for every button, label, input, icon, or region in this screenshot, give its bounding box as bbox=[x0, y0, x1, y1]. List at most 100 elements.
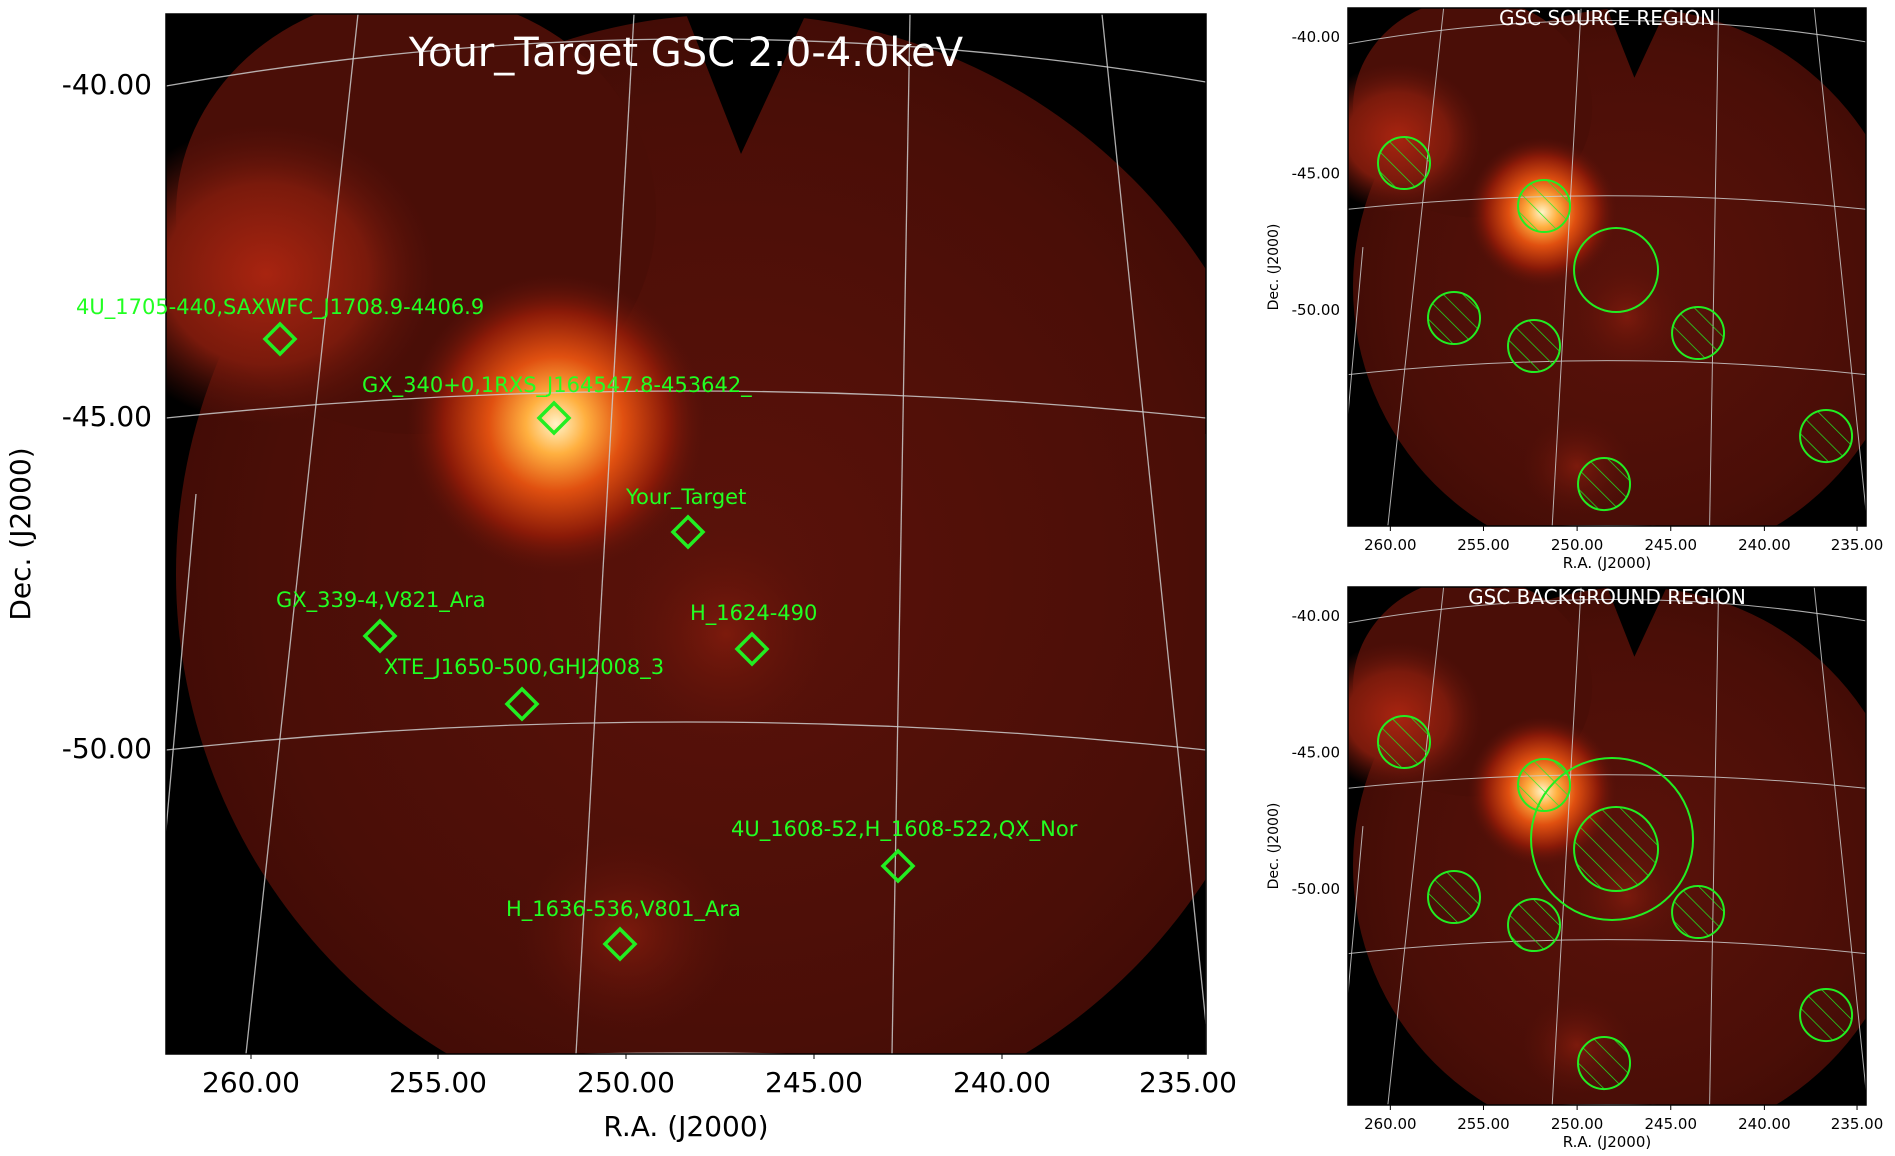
source-marker-diamond[interactable] bbox=[734, 631, 770, 667]
exclusion-region-circle[interactable] bbox=[1507, 898, 1562, 953]
plot-frame bbox=[1347, 586, 1867, 1106]
y-tick-label: -45.00 bbox=[62, 400, 152, 433]
declination-grid-line bbox=[1348, 774, 1866, 789]
x-tick-label: 235.00 bbox=[1139, 1066, 1237, 1099]
y-tick-label: -50.00 bbox=[1292, 880, 1340, 898]
y-tick-label: -50.00 bbox=[62, 732, 152, 765]
exclusion-region-circle[interactable] bbox=[1577, 1036, 1632, 1091]
source-marker-diamond[interactable] bbox=[536, 400, 572, 436]
source-marker-diamond[interactable] bbox=[880, 848, 916, 884]
exclusion-region-circle[interactable] bbox=[1507, 319, 1562, 374]
source-label: XTE_J1650-500,GHJ2008_3 bbox=[384, 655, 664, 680]
declination-grid-line bbox=[1348, 195, 1866, 210]
source-marker-diamond[interactable] bbox=[504, 686, 540, 722]
right-ascension-grid-line bbox=[1813, 8, 1866, 512]
x-tick-label: 255.00 bbox=[389, 1066, 487, 1099]
right-ascension-grid-line bbox=[1348, 247, 1364, 421]
exclusion-region-circle[interactable] bbox=[1517, 758, 1572, 813]
right-ascension-grid-line bbox=[1709, 8, 1720, 526]
fov-notch bbox=[686, 14, 806, 154]
source-marker-diamond[interactable] bbox=[670, 514, 706, 550]
x-tick-label: 245.00 bbox=[1645, 1115, 1698, 1133]
exclusion-region-circle[interactable] bbox=[1427, 870, 1482, 925]
source-label: Your_Target bbox=[625, 485, 746, 510]
diffuse-emission bbox=[166, 124, 436, 424]
x-tick-label: 260.00 bbox=[202, 1066, 300, 1099]
declination-grid-line bbox=[1348, 360, 1866, 376]
sky-image bbox=[1348, 8, 1866, 526]
exclusion-region-circle[interactable] bbox=[1377, 136, 1432, 191]
background-panel: GSC BACKGROUND REGION 260.00 255.00 250.00 2… bbox=[1266, 585, 1883, 1151]
y-axis-label: Dec. (J2000) bbox=[4, 447, 37, 620]
x-tick-label: 245.00 bbox=[1645, 536, 1698, 554]
sky-image bbox=[166, 14, 1206, 1054]
source-marker-diamond[interactable] bbox=[362, 618, 398, 654]
source-label: GX_339-4,V821_Ara bbox=[276, 588, 486, 613]
declination-grid-line bbox=[562, 1052, 810, 1054]
exclusion-region-circle[interactable] bbox=[1799, 988, 1854, 1043]
exclusion-region-circle[interactable] bbox=[1577, 457, 1632, 512]
x-tick-label: 250.00 bbox=[1551, 536, 1604, 554]
x-tick-label: 260.00 bbox=[1364, 1115, 1417, 1133]
source-label: H_1636-536,V801_Ara bbox=[506, 897, 741, 922]
x-tick-label: 240.00 bbox=[953, 1066, 1051, 1099]
bright-source-glow bbox=[406, 274, 706, 574]
exclusion-region-circle[interactable] bbox=[1799, 409, 1854, 464]
diffuse-emission bbox=[616, 524, 836, 744]
y-axis-label: Dec. (J2000) bbox=[1266, 224, 1282, 311]
source-region-hatched-circle[interactable] bbox=[1573, 806, 1660, 893]
source-label: 4U_1608-52,H_1608-522,QX_Nor bbox=[731, 817, 1078, 842]
right-ascension-grid-line bbox=[166, 493, 197, 838]
exclusion-region-circle[interactable] bbox=[1377, 715, 1432, 770]
exclusion-region-circle[interactable] bbox=[1517, 179, 1572, 234]
x-tick-label: 245.00 bbox=[765, 1066, 863, 1099]
x-tick-label: 240.00 bbox=[1738, 536, 1791, 554]
right-ascension-grid-line bbox=[1387, 8, 1445, 526]
source-label: H_1624-490 bbox=[690, 601, 817, 626]
right-ascension-grid-line bbox=[1551, 8, 1582, 526]
main-panel: Your_Target GSC 2.0-4.0keV 260.00 255.00 25… bbox=[4, 13, 1237, 1143]
y-tick-label: -50.00 bbox=[1292, 301, 1340, 319]
y-tick-label: -40.00 bbox=[62, 68, 152, 101]
x-axis-label: R.A. (J2000) bbox=[603, 1110, 768, 1143]
panel-title: GSC BACKGROUND REGION bbox=[1468, 585, 1746, 609]
declination-grid-line bbox=[1348, 598, 1866, 624]
declination-grid-line bbox=[1348, 19, 1866, 45]
source-panel: GSC SOURCE REGION 260.00 255.00 250.00 245.0… bbox=[1266, 6, 1884, 572]
x-tick-label: 235.00 bbox=[1831, 536, 1884, 554]
source-label: GX_340+0,1RXS_J164547.8-453642_ bbox=[362, 373, 752, 398]
y-tick-label: -45.00 bbox=[1292, 165, 1340, 183]
plot-frame bbox=[1347, 7, 1867, 527]
right-ascension-grid-line bbox=[891, 14, 911, 1054]
right-ascension-grid-line bbox=[1551, 587, 1582, 1105]
source-marker-diamond[interactable] bbox=[602, 926, 638, 962]
background-region-circle[interactable] bbox=[1530, 757, 1695, 922]
right-ascension-grid-line bbox=[575, 14, 635, 1054]
declination-grid-line bbox=[166, 390, 1206, 419]
x-tick-label: 250.00 bbox=[577, 1066, 675, 1099]
y-tick-label: -40.00 bbox=[1292, 607, 1340, 625]
y-axis-label: Dec. (J2000) bbox=[1266, 803, 1282, 890]
fov-notch bbox=[1607, 8, 1667, 78]
plot-frame bbox=[165, 13, 1207, 1055]
x-tick-label: 255.00 bbox=[1457, 536, 1510, 554]
x-tick-label: 240.00 bbox=[1738, 1115, 1791, 1133]
declination-grid-line bbox=[166, 38, 1206, 87]
right-ascension-grid-line bbox=[1813, 587, 1866, 1091]
exclusion-region-circle[interactable] bbox=[1671, 306, 1726, 361]
x-tick-label: 255.00 bbox=[1457, 1115, 1510, 1133]
exclusion-region-circle[interactable] bbox=[1427, 291, 1482, 346]
right-ascension-grid-line bbox=[245, 14, 359, 1054]
exclusion-region-circle[interactable] bbox=[1671, 885, 1726, 940]
source-label: 4U_1705-440,SAXWFC_J1708.9-4406.9 bbox=[76, 295, 484, 320]
source-marker-diamond[interactable] bbox=[262, 321, 298, 357]
declination-grid-line bbox=[1348, 939, 1866, 955]
x-tick-label: 260.00 bbox=[1364, 536, 1417, 554]
y-tick-label: -40.00 bbox=[1292, 28, 1340, 46]
source-region-circle[interactable] bbox=[1573, 227, 1660, 314]
y-tick-label: -45.00 bbox=[1292, 744, 1340, 762]
right-ascension-grid-line bbox=[1101, 14, 1206, 1025]
diffuse-emission bbox=[1572, 262, 1682, 372]
x-axis-label: R.A. (J2000) bbox=[1563, 554, 1652, 572]
